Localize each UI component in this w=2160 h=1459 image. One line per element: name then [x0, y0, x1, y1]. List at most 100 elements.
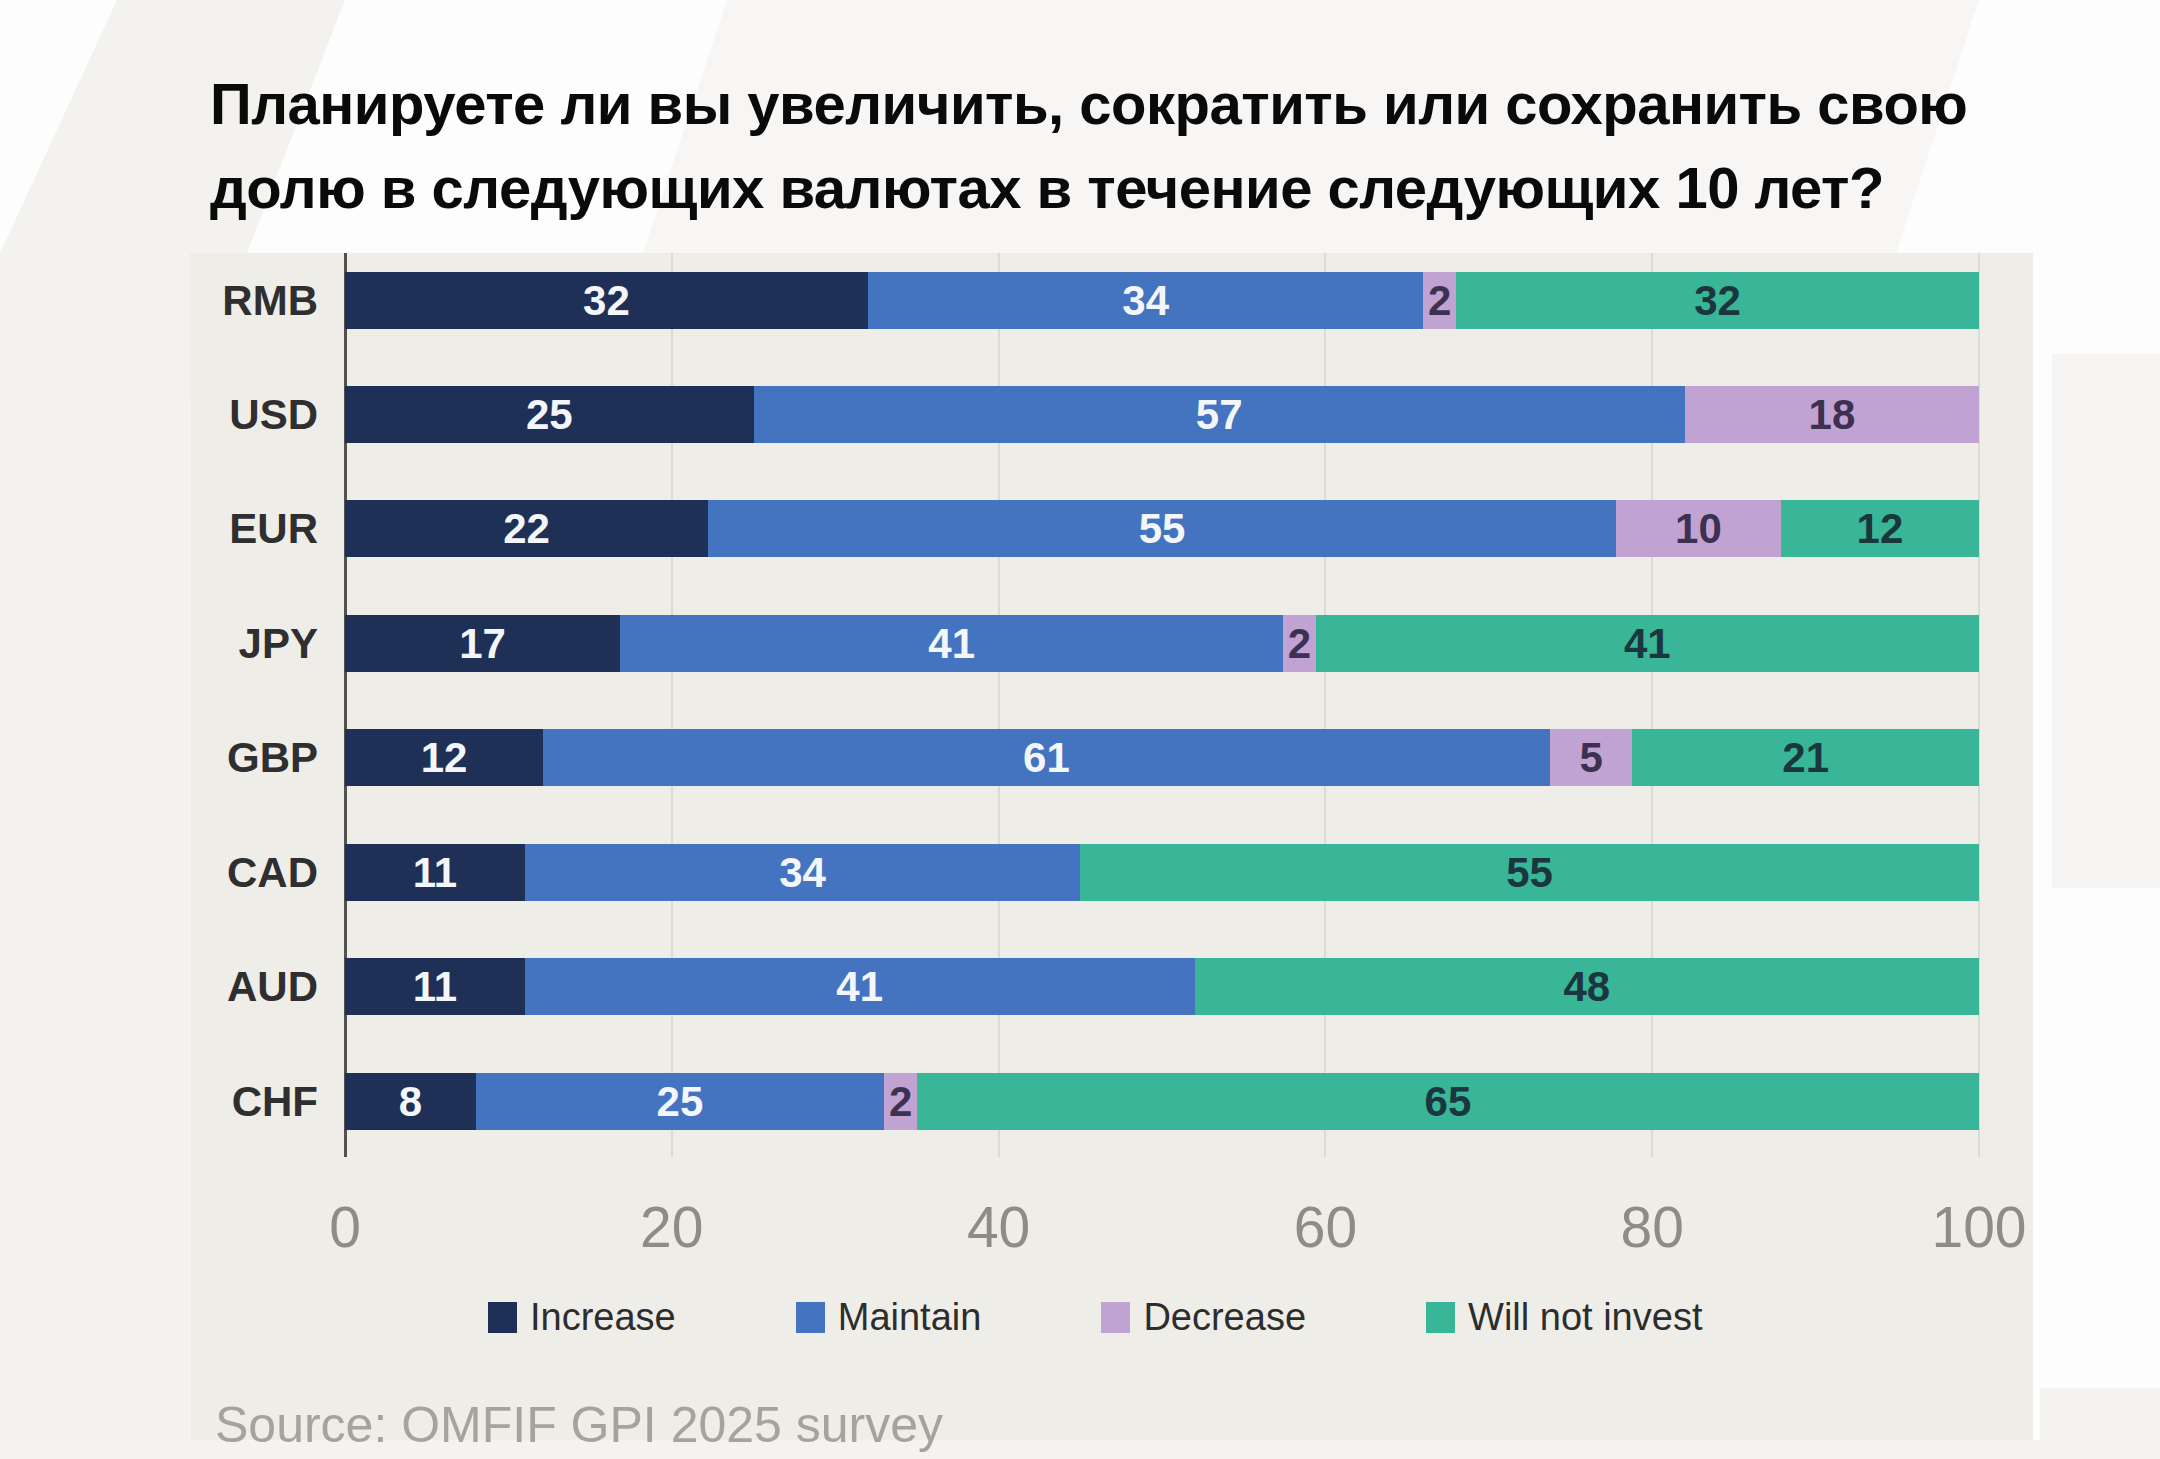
bar-segment: 32	[345, 272, 868, 329]
bar-value-label: 11	[413, 963, 457, 1011]
bar-value-label: 18	[1809, 391, 1856, 439]
bar-value-label: 8	[399, 1078, 422, 1126]
category-label: GBP	[90, 729, 318, 786]
background-bottom-right-rect	[2040, 1388, 2160, 1459]
bar-value-label: 2	[889, 1078, 912, 1126]
legend-item: Will not invest	[1426, 1296, 1702, 1339]
bar-value-label: 21	[1782, 734, 1829, 782]
legend-swatch	[796, 1302, 825, 1333]
x-axis-tick-label: 80	[1620, 1194, 1683, 1260]
bar-value-label: 48	[1563, 963, 1610, 1011]
background-right-rect	[2052, 354, 2160, 888]
bar-value-label: 57	[1196, 391, 1243, 439]
bar-segment: 2	[1423, 272, 1456, 329]
category-label: CHF	[90, 1073, 318, 1130]
bar-value-label: 41	[928, 620, 975, 668]
bar-segment: 32	[1456, 272, 1979, 329]
bar-value-label: 65	[1425, 1078, 1472, 1126]
bar-value-label: 2	[1428, 277, 1451, 325]
bar-value-label: 55	[1506, 849, 1553, 897]
bar-value-label: 12	[1857, 505, 1904, 553]
bar-row: 25 57 18	[345, 386, 1979, 443]
bar-segment: 41	[525, 958, 1195, 1015]
legend-label: Will not invest	[1468, 1296, 1702, 1339]
x-axis-tick-label: 20	[640, 1194, 703, 1260]
bar-row: 11 41 48	[345, 958, 1979, 1015]
bar-segment: 21	[1632, 729, 1979, 786]
legend-swatch	[488, 1302, 517, 1333]
bar-segment: 55	[1080, 844, 1979, 901]
bar-segment: 41	[1316, 615, 1979, 672]
legend-label: Maintain	[838, 1296, 982, 1339]
bar-segment: 34	[868, 272, 1424, 329]
x-axis-tick-label: 60	[1294, 1194, 1357, 1260]
bar-segment: 12	[345, 729, 543, 786]
category-label: JPY	[90, 615, 318, 672]
bar-row: 22 55 10 12	[345, 500, 1979, 557]
category-label: AUD	[90, 958, 318, 1015]
bar-value-label: 25	[526, 391, 573, 439]
bar-value-label: 41	[1624, 620, 1671, 668]
bar-value-label: 61	[1023, 734, 1070, 782]
bar-segment: 2	[884, 1073, 917, 1130]
legend-swatch	[1101, 1302, 1130, 1333]
bar-value-label: 5	[1579, 734, 1602, 782]
bar-segment: 61	[543, 729, 1550, 786]
bar-segment: 48	[1195, 958, 1979, 1015]
bar-segment: 2	[1283, 615, 1315, 672]
legend: Increase Maintain Decrease Will not invest	[488, 1296, 1702, 1339]
bar-segment: 17	[345, 615, 620, 672]
bar-row: 11 34 55	[345, 844, 1979, 901]
legend-item: Decrease	[1101, 1296, 1306, 1339]
legend-label: Decrease	[1143, 1296, 1306, 1339]
bar-value-label: 12	[421, 734, 468, 782]
chart-title-line: долю в следующих валютах в течение следу…	[210, 146, 2160, 230]
bar-segment: 65	[917, 1073, 1979, 1130]
bar-row: 8 25 2 65	[345, 1073, 1979, 1130]
bar-value-label: 41	[836, 963, 883, 1011]
source-note: Source: OMFIF GPI 2025 survey	[215, 1396, 943, 1454]
bar-value-label: 25	[657, 1078, 704, 1126]
x-axis-tick-label: 0	[329, 1194, 361, 1260]
x-axis-tick-label: 40	[967, 1194, 1030, 1260]
category-label: EUR	[90, 500, 318, 557]
bar-segment: 34	[525, 844, 1081, 901]
bar-value-label: 17	[459, 620, 506, 668]
bar-value-label: 22	[503, 505, 550, 553]
legend-label: Increase	[530, 1296, 676, 1339]
bar-value-label: 55	[1139, 505, 1186, 553]
bar-segment: 12	[1781, 500, 1979, 557]
page: Планируете ли вы увеличить, сократить ил…	[0, 0, 2160, 1459]
bar-value-label: 10	[1675, 505, 1722, 553]
category-label: USD	[90, 386, 318, 443]
bar-row: 12 61 5 21	[345, 729, 1979, 786]
bar-value-label: 32	[583, 277, 630, 325]
bar-segment: 5	[1550, 729, 1633, 786]
bar-segment: 11	[345, 958, 525, 1015]
bar-segment: 22	[345, 500, 708, 557]
bar-segment: 25	[476, 1073, 885, 1130]
chart-title-line: Планируете ли вы увеличить, сократить ил…	[210, 62, 2160, 146]
legend-item: Increase	[488, 1296, 676, 1339]
bar-row: 17 41 2 41	[345, 615, 1979, 672]
bar-segment: 57	[754, 386, 1685, 443]
chart-title: Планируете ли вы увеличить, сократить ил…	[210, 62, 2160, 230]
bar-value-label: 34	[1122, 277, 1169, 325]
bar-row: 32 34 2 32	[345, 272, 1979, 329]
category-label: RMB	[90, 272, 318, 329]
bar-segment: 41	[620, 615, 1283, 672]
bar-segment: 11	[345, 844, 525, 901]
category-label: CAD	[90, 844, 318, 901]
legend-swatch	[1426, 1302, 1455, 1333]
legend-item: Maintain	[796, 1296, 982, 1339]
bar-value-label: 11	[413, 849, 457, 897]
bar-value-label: 2	[1288, 620, 1311, 668]
bar-segment: 25	[345, 386, 754, 443]
bar-segment: 55	[708, 500, 1616, 557]
bar-segment: 10	[1616, 500, 1781, 557]
bar-value-label: 34	[779, 849, 826, 897]
bar-segment: 8	[345, 1073, 476, 1130]
bar-segment: 18	[1685, 386, 1979, 443]
bar-value-label: 32	[1694, 277, 1741, 325]
x-axis-tick-label: 100	[1931, 1194, 2026, 1260]
